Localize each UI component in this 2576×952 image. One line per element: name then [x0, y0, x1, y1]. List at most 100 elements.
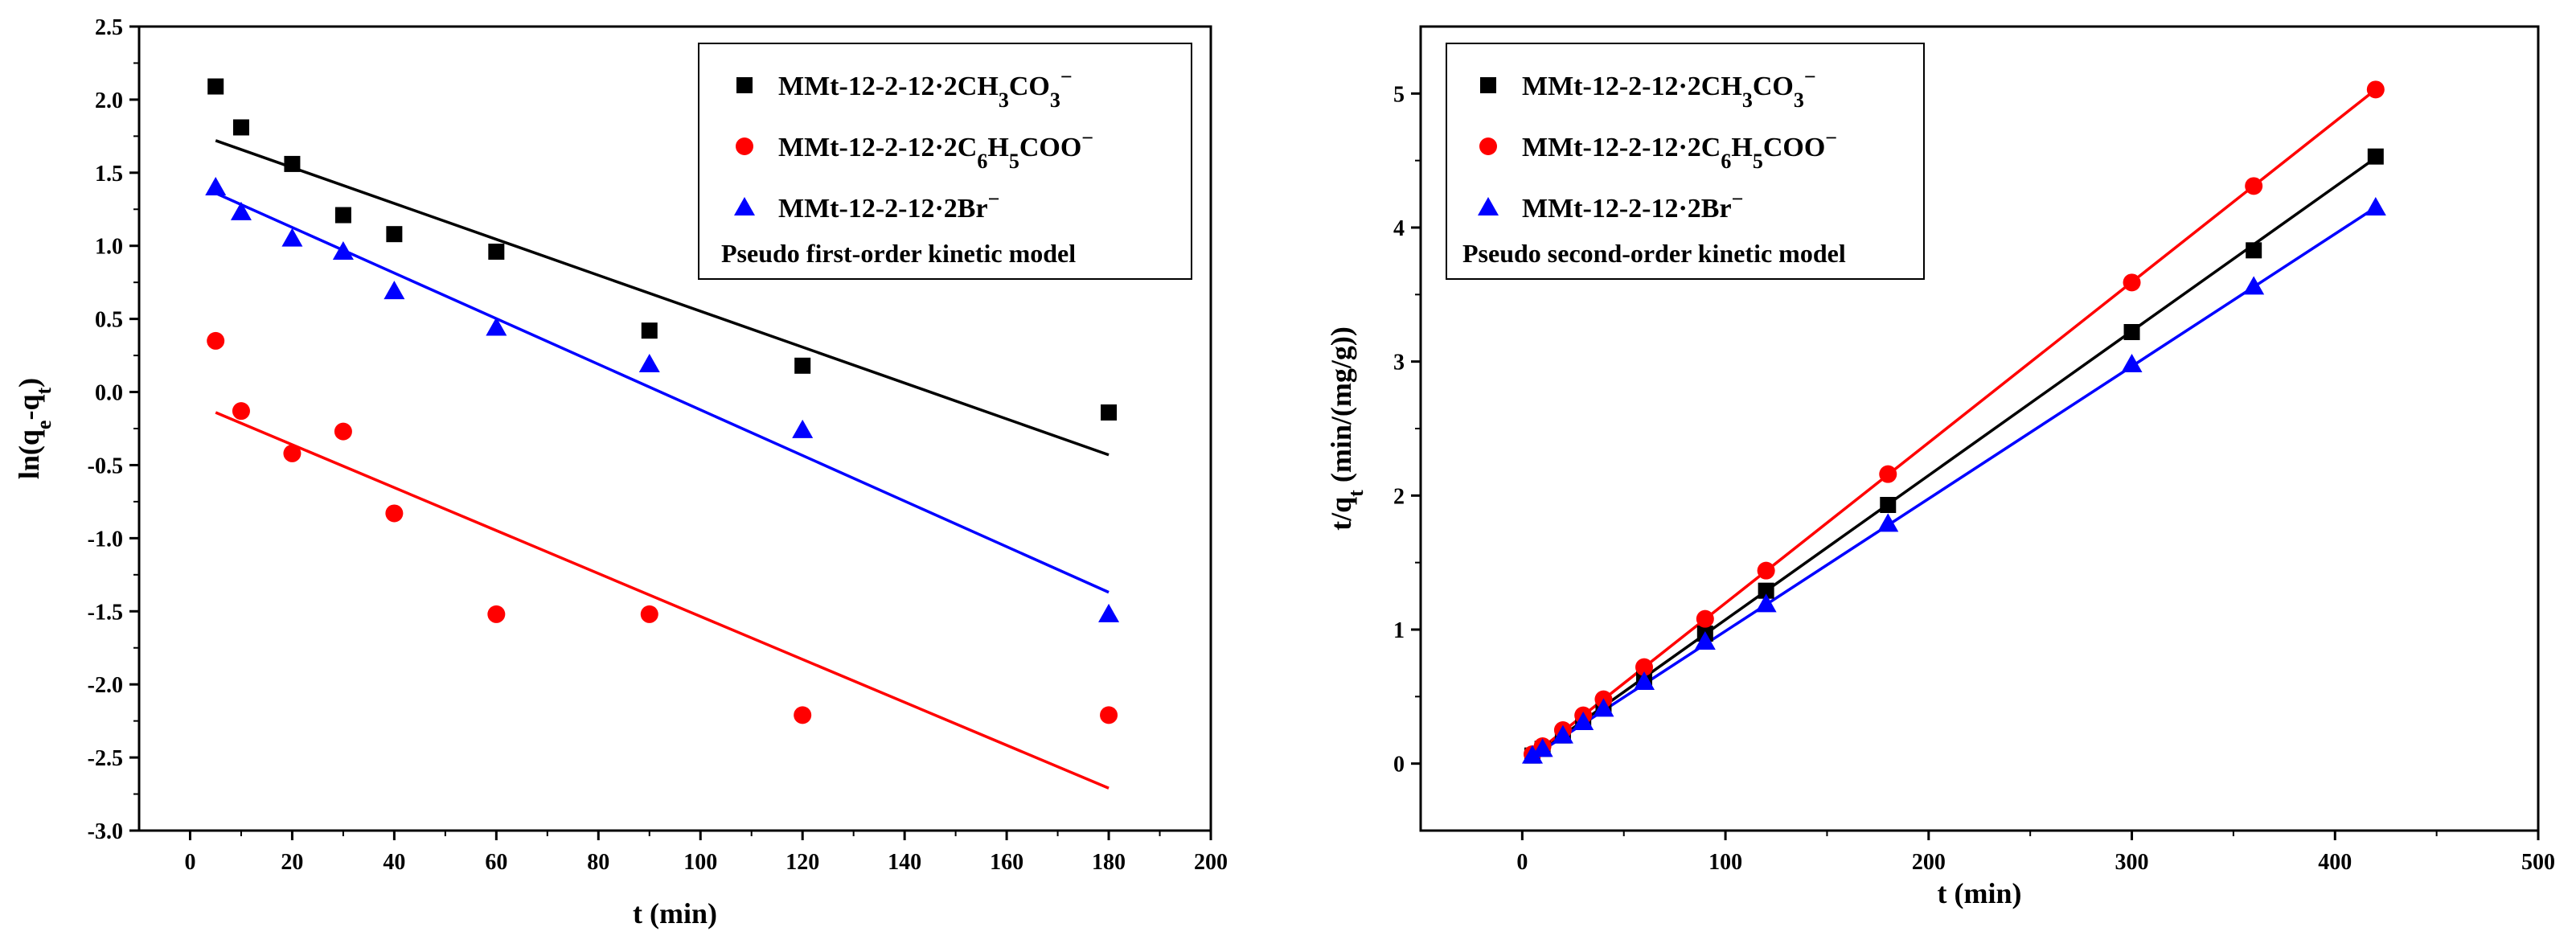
- x-tick-label: 40: [383, 850, 405, 875]
- legend-marker-circle: [1479, 137, 1497, 155]
- data-point-square: [2367, 148, 2384, 165]
- x-tick-label: 160: [990, 850, 1023, 875]
- x-tick-label: 180: [1092, 850, 1126, 875]
- data-point-triangle: [792, 419, 814, 438]
- x-tick-label: 0: [184, 850, 195, 875]
- data-point-square: [794, 357, 811, 374]
- x-tick-label: 100: [1708, 850, 1742, 875]
- data-point-circle: [334, 422, 352, 441]
- x-tick-label: 300: [2115, 850, 2149, 875]
- data-point-circle: [283, 444, 301, 462]
- y-tick-label: -2.0: [88, 673, 123, 698]
- data-point-circle: [2366, 80, 2385, 99]
- fit-line-square: [215, 139, 1110, 457]
- y-tick-label: 1.5: [95, 162, 123, 187]
- data-point-circle: [207, 331, 225, 350]
- data-point-circle: [794, 706, 812, 724]
- data-point-triangle: [1098, 603, 1120, 622]
- data-point-square: [386, 226, 403, 243]
- y-tick-label: 5: [1393, 82, 1405, 107]
- legend-label: MMt-12-2-12·2Br−: [1522, 187, 1743, 224]
- data-point-circle: [1635, 658, 1653, 676]
- y-tick-label: -3.0: [88, 819, 123, 844]
- y-tick-label: 4: [1393, 216, 1405, 241]
- data-point-circle: [1100, 706, 1118, 724]
- legend-label: MMt-12-2-12·2CH3CO3−: [778, 65, 1073, 112]
- y-tick-label: 0.5: [95, 308, 123, 333]
- data-point-circle: [385, 504, 404, 523]
- fit-line-triangle: [1532, 206, 2377, 758]
- data-point-triangle: [2121, 354, 2143, 372]
- data-point-square: [1101, 404, 1118, 421]
- model-label: Pseudo second-order kinetic model: [1462, 239, 1846, 268]
- y-tick-label: -1.5: [88, 600, 123, 625]
- legend-marker-square: [736, 77, 753, 93]
- data-point-triangle: [1877, 513, 1899, 532]
- first-order-chart: 0 20 40 60 80 100 120 140 160 180 200 -3.0 -2.5 -2.0 -…: [13, 15, 1228, 929]
- data-point-triangle: [1522, 745, 1543, 764]
- data-point-triangle: [1593, 698, 1614, 717]
- fit-line-square: [1531, 156, 2377, 758]
- legend-marker-triangle: [734, 197, 755, 215]
- data-point-circle: [640, 605, 658, 623]
- data-point-square: [284, 155, 301, 172]
- x-tick-label: 120: [786, 850, 819, 875]
- data-point-triangle: [1573, 712, 1594, 730]
- legend-box: [1446, 43, 1925, 280]
- y-tick-label: -0.5: [88, 453, 123, 478]
- x-tick-label: 0: [1516, 850, 1528, 875]
- data-point-triangle: [1755, 593, 1777, 613]
- data-point-circle: [487, 605, 506, 623]
- data-point-triangle: [205, 177, 227, 195]
- y-tick-label: -2.5: [88, 746, 123, 771]
- x-axis-title: t (min): [633, 897, 717, 929]
- x-tick-label: 400: [2318, 850, 2352, 875]
- legend-marker-circle: [736, 137, 753, 155]
- y-tick-label: 3: [1393, 351, 1405, 375]
- x-tick-label: 500: [2521, 850, 2555, 875]
- data-point-square: [232, 119, 249, 136]
- fit-line-triangle: [215, 191, 1110, 594]
- data-point-triangle: [1552, 724, 1573, 744]
- x-axis-title: t (min): [1938, 877, 2022, 909]
- data-point-circle: [2245, 177, 2263, 195]
- y-tick-label: 1: [1393, 618, 1405, 643]
- data-point-circle: [1696, 609, 1714, 628]
- y-tick-label: 2.5: [95, 15, 123, 40]
- y-tick-label: -1.0: [88, 527, 123, 552]
- data-point-circle: [232, 402, 250, 421]
- legend-label: MMt-12-2-12·2Br−: [778, 187, 999, 224]
- legend-label: MMt-12-2-12·2C6H5COO−: [1522, 126, 1837, 173]
- x-tick-label: 100: [683, 850, 717, 875]
- y-tick-label: 0.0: [95, 381, 123, 406]
- data-point-square: [1758, 582, 1774, 599]
- second-order-legend: MMt-12-2-12·2CH3CO3− MMt-12-2-12·2C6H5COO…: [1446, 43, 1925, 280]
- data-point-triangle: [1694, 631, 1716, 650]
- model-label: Pseudo first-order kinetic model: [721, 239, 1076, 268]
- x-tick-label: 200: [1912, 850, 1946, 875]
- data-point-triangle: [281, 228, 303, 247]
- data-point-square: [2246, 242, 2262, 259]
- y-tick-label: 1.0: [95, 235, 123, 260]
- data-point-triangle: [2243, 276, 2265, 295]
- y-tick-label: 2.0: [95, 88, 123, 113]
- legend-label: MMt-12-2-12·2C6H5COO−: [778, 126, 1093, 173]
- data-point-square: [2123, 324, 2140, 340]
- x-tick-label: 200: [1194, 850, 1228, 875]
- legend-marker-square: [1480, 77, 1496, 93]
- data-point-triangle: [2365, 197, 2386, 215]
- data-point-circle: [1879, 465, 1897, 483]
- data-point-triangle: [230, 201, 252, 220]
- x-tick-label: 80: [587, 850, 609, 875]
- y-tick-label: 2: [1393, 484, 1405, 509]
- data-point-square: [207, 78, 224, 95]
- legend-marker-triangle: [1478, 197, 1499, 215]
- data-point-triangle: [332, 241, 354, 260]
- data-point-triangle: [638, 354, 660, 372]
- data-point-square: [488, 244, 505, 260]
- legend-box: [698, 43, 1192, 280]
- data-point-circle: [1757, 561, 1775, 580]
- first-order-legend: MMt-12-2-12·2CH3CO3− MMt-12-2-12·2C6H5COO…: [698, 43, 1192, 280]
- x-tick-label: 60: [485, 850, 507, 875]
